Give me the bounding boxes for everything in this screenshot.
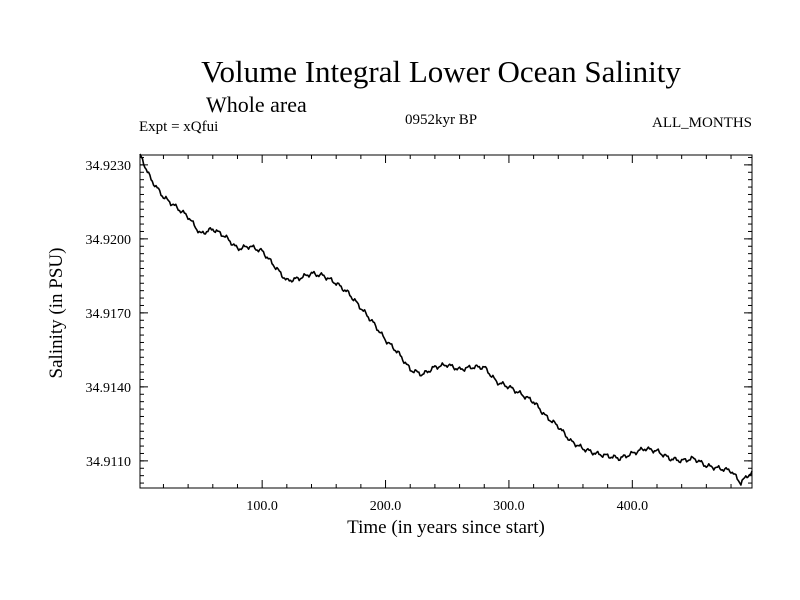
y-tick-label: 34.9200 [86, 233, 132, 248]
y-axis-label: Salinity (in PSU) [46, 248, 67, 379]
x-tick-label: 300.0 [493, 499, 525, 514]
months-label: ALL_MONTHS [652, 115, 752, 131]
x-tick-label: 100.0 [246, 499, 278, 514]
period-label: 0952kyr BP [405, 112, 477, 128]
y-tick-label: 34.9110 [86, 455, 131, 470]
plot-frame [139, 154, 753, 489]
x-axis: 100.0 200.0 300.0 400.0 [162, 155, 732, 514]
y-tick-label: 34.9170 [86, 307, 132, 322]
experiment-label: Expt = xQfui [139, 119, 218, 135]
series-layer [139, 153, 753, 486]
x-tick-label: 200.0 [370, 499, 402, 514]
chart-subtitle: Whole area [206, 92, 307, 117]
x-tick-label: 400.0 [617, 499, 649, 514]
chart-title: Volume Integral Lower Ocean Salinity [201, 54, 681, 89]
y-tick-label: 34.9230 [86, 159, 132, 174]
y-tick-label: 34.9140 [86, 381, 132, 396]
series-line-salinity [139, 153, 753, 486]
x-axis-label: Time (in years since start) [347, 517, 545, 538]
y-axis: 34.9110 34.9140 34.9170 34.9200 34.9230 [86, 156, 752, 484]
